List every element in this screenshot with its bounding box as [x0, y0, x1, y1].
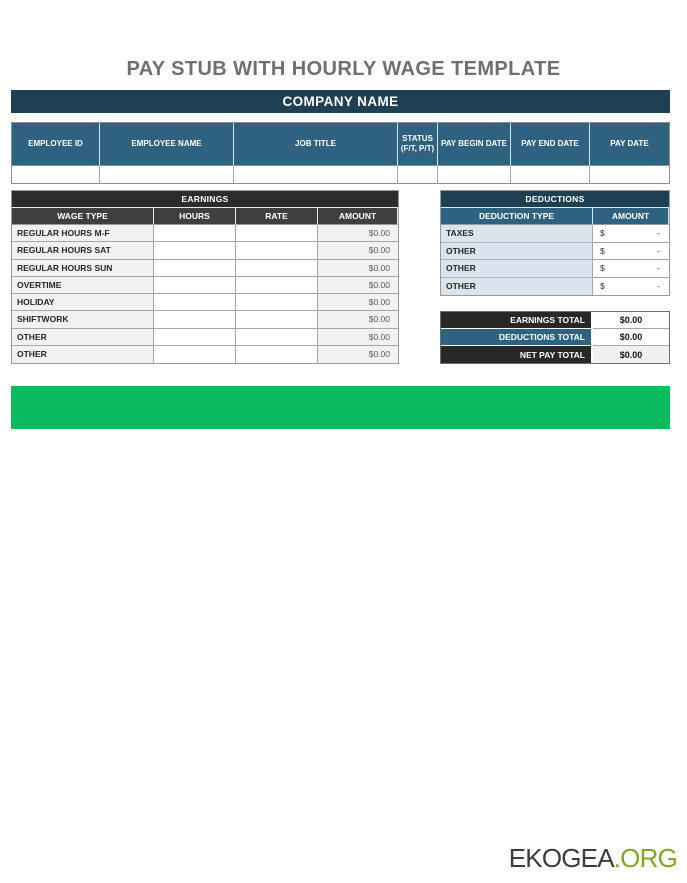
earnings-hours-cell[interactable] — [154, 276, 236, 294]
header-status: STATUS (F/T, P/T) — [398, 123, 438, 166]
earnings-hours-cell[interactable] — [154, 311, 236, 329]
deduction-amount-cell[interactable]: $ - — [593, 260, 669, 278]
deduction-row-label: OTHER — [441, 242, 593, 260]
deductions-total-value: $0.00 — [593, 329, 669, 346]
currency-symbol: $ — [600, 245, 605, 256]
earnings-amount-cell: $0.00 — [318, 242, 398, 260]
employee-id-cell[interactable] — [12, 166, 100, 183]
earnings-row-label: HOLIDAY — [12, 294, 154, 312]
header-job-title: JOB TITLE — [234, 123, 398, 166]
earnings-row-label: REGULAR HOURS SUN — [12, 259, 154, 277]
net-pay-total-value: $0.00 — [593, 346, 669, 363]
earnings-row-label: OTHER — [12, 345, 154, 363]
earnings-hours-cell[interactable] — [154, 259, 236, 277]
header-pay-end-date: PAY END DATE — [511, 123, 590, 166]
earnings-row-label: REGULAR HOURS M-F — [12, 225, 154, 243]
earnings-total-value: $0.00 — [593, 312, 669, 329]
brand-name: EKOGEA — [508, 843, 615, 873]
amount-placeholder: - — [657, 281, 660, 292]
pay-date-cell[interactable] — [590, 166, 669, 183]
currency-symbol: $ — [600, 281, 605, 292]
header-employee-name: EMPLOYEE NAME — [100, 123, 234, 166]
amount-placeholder: - — [657, 228, 660, 239]
earnings-rate-cell[interactable] — [236, 328, 318, 346]
earnings-rate-cell[interactable] — [236, 345, 318, 363]
deductions-header-type: DEDUCTION TYPE — [441, 208, 593, 225]
earnings-header-wage-type: WAGE TYPE — [12, 208, 154, 225]
job-title-cell[interactable] — [234, 166, 398, 183]
earnings-total-label: EARNINGS TOTAL — [441, 312, 593, 329]
header-employee-id: EMPLOYEE ID — [12, 123, 100, 166]
earnings-amount-cell: $0.00 — [318, 328, 398, 346]
pay-begin-date-cell[interactable] — [438, 166, 511, 183]
earnings-hours-cell[interactable] — [154, 328, 236, 346]
currency-symbol: $ — [600, 263, 605, 274]
earnings-hours-cell[interactable] — [154, 294, 236, 312]
earnings-rate-cell[interactable] — [236, 225, 318, 243]
earnings-hours-cell[interactable] — [154, 242, 236, 260]
earnings-row-label: REGULAR HOURS SAT — [12, 242, 154, 260]
earnings-row-label: SHIFTWORK — [12, 311, 154, 329]
earnings-rate-cell[interactable] — [236, 311, 318, 329]
employee-info-table: EMPLOYEE ID EMPLOYEE NAME JOB TITLE STAT… — [11, 122, 670, 184]
company-name: COMPANY NAME — [282, 94, 399, 109]
earnings-amount-cell: $0.00 — [318, 311, 398, 329]
status-cell[interactable] — [398, 166, 438, 183]
earnings-row-label: OTHER — [12, 328, 154, 346]
brand-logo: EKOGEA.ORG — [508, 843, 678, 874]
earnings-amount-cell: $0.00 — [318, 276, 398, 294]
earnings-amount-cell: $0.00 — [318, 225, 398, 243]
earnings-header-amount: AMOUNT — [318, 208, 398, 225]
currency-symbol: $ — [600, 228, 605, 239]
earnings-table: EARNINGS WAGE TYPE HOURS RATE AMOUNT REG… — [11, 190, 399, 364]
brand-suffix: .ORG — [613, 843, 678, 873]
totals-table: EARNINGS TOTAL $0.00 DEDUCTIONS TOTAL $0… — [440, 311, 670, 364]
header-pay-date: PAY DATE — [590, 123, 669, 166]
pay-end-date-cell[interactable] — [511, 166, 590, 183]
header-pay-begin-date: PAY BEGIN DATE — [438, 123, 511, 166]
deductions-title: DEDUCTIONS — [441, 191, 669, 208]
deduction-amount-cell[interactable]: $ - — [593, 277, 669, 295]
earnings-hours-cell[interactable] — [154, 345, 236, 363]
deductions-total-label: DEDUCTIONS TOTAL — [441, 329, 593, 346]
page-title: PAY STUB WITH HOURLY WAGE TEMPLATE — [126, 58, 561, 80]
deductions-header-amount: AMOUNT — [593, 208, 669, 225]
earnings-header-hours: HOURS — [154, 208, 236, 225]
deduction-row-label: OTHER — [441, 260, 593, 278]
earnings-amount-cell: $0.00 — [318, 294, 398, 312]
deduction-row-label: TAXES — [441, 225, 593, 243]
net-pay-total-label: NET PAY TOTAL — [441, 346, 593, 363]
earnings-rate-cell[interactable] — [236, 276, 318, 294]
earnings-amount-cell: $0.00 — [318, 259, 398, 277]
earnings-amount-cell: $0.00 — [318, 345, 398, 363]
amount-placeholder: - — [657, 245, 660, 256]
earnings-rate-cell[interactable] — [236, 259, 318, 277]
deduction-amount-cell[interactable]: $ - — [593, 225, 669, 243]
amount-placeholder: - — [657, 263, 660, 274]
company-name-banner: COMPANY NAME — [11, 90, 670, 113]
employee-name-cell[interactable] — [100, 166, 234, 183]
deductions-table: DEDUCTIONS DEDUCTION TYPE AMOUNT TAXES $… — [440, 190, 670, 296]
deduction-amount-cell[interactable]: $ - — [593, 242, 669, 260]
earnings-title: EARNINGS — [12, 191, 398, 208]
footer-accent-bar — [11, 386, 670, 429]
earnings-hours-cell[interactable] — [154, 225, 236, 243]
earnings-header-rate: RATE — [236, 208, 318, 225]
earnings-row-label: OVERTIME — [12, 276, 154, 294]
earnings-rate-cell[interactable] — [236, 242, 318, 260]
earnings-rate-cell[interactable] — [236, 294, 318, 312]
deduction-row-label: OTHER — [441, 277, 593, 295]
